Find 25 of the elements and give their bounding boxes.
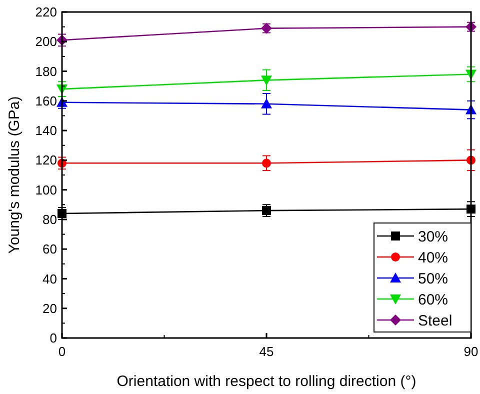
legend-label: 60% [418,291,448,308]
y-axis-title: Young's modulus (GPa) [6,96,23,254]
point [261,76,272,86]
legend-label: 50% [418,270,448,288]
y-tick-label: 40 [42,271,57,286]
x-tick-label: 90 [464,344,478,359]
y-tick-label: 20 [42,300,57,316]
y-tick-label: 140 [35,123,57,138]
y-tick-label: 100 [35,182,57,198]
y-tick-label: 180 [35,64,57,79]
point [262,158,271,168]
y-tick-label: 60 [42,242,57,257]
y-tick-label: 80 [42,212,57,228]
x-axis-title: Orientation with respect to rolling direction (°) [116,373,416,390]
y-tick-label: 120 [35,152,57,168]
point [261,98,272,108]
y-tick-label: 160 [35,93,57,108]
x-tick-label: 45 [259,344,274,359]
y-tick-label: 200 [35,34,57,50]
legend-label: Steel [418,312,452,330]
point [262,206,271,216]
y-tick-label: 0 [50,330,57,346]
legend-label: 40% [418,249,448,266]
y-tick-label: 220 [35,4,57,20]
legend-label: 30% [418,228,448,246]
